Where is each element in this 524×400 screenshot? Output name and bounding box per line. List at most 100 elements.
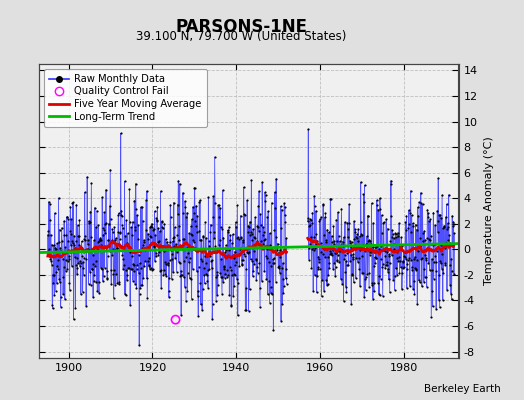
Point xyxy=(180,284,189,290)
Point xyxy=(430,276,438,282)
Point xyxy=(359,191,368,197)
Point xyxy=(180,236,189,242)
Point xyxy=(403,257,412,263)
Point xyxy=(92,279,101,286)
Point xyxy=(267,262,276,269)
Point xyxy=(390,235,398,241)
Point xyxy=(362,240,370,247)
Point xyxy=(169,269,177,276)
Point xyxy=(409,222,418,229)
Point xyxy=(236,246,244,252)
Point xyxy=(435,304,444,311)
Point xyxy=(221,249,230,255)
Point xyxy=(346,238,354,244)
Point xyxy=(137,245,146,252)
Point xyxy=(307,265,315,271)
Point xyxy=(410,256,418,262)
Point xyxy=(257,222,265,228)
Point xyxy=(62,268,70,274)
Point xyxy=(387,177,395,184)
Point xyxy=(258,278,266,284)
Point xyxy=(280,200,288,206)
Point xyxy=(109,246,117,252)
Point xyxy=(265,300,274,306)
Point xyxy=(88,265,96,272)
Point xyxy=(439,225,447,232)
Point xyxy=(208,265,216,271)
Point xyxy=(136,285,145,291)
Point xyxy=(103,276,111,282)
Point xyxy=(201,271,210,278)
Point xyxy=(389,241,398,247)
Point xyxy=(184,259,193,266)
Point xyxy=(361,276,369,283)
Point xyxy=(97,242,105,248)
Point xyxy=(440,224,448,230)
Point xyxy=(333,258,341,264)
Point xyxy=(311,245,320,251)
Point xyxy=(364,212,372,219)
Point xyxy=(222,247,231,253)
Point xyxy=(433,248,441,254)
Point xyxy=(442,241,451,247)
Point xyxy=(67,216,75,222)
Point xyxy=(420,274,429,280)
Point xyxy=(164,242,172,248)
Point xyxy=(85,218,93,224)
Point xyxy=(433,218,442,224)
Point xyxy=(199,232,208,239)
Point xyxy=(47,258,56,264)
Point xyxy=(174,258,183,265)
Point xyxy=(211,243,220,249)
Point xyxy=(52,268,60,275)
Point xyxy=(50,292,59,298)
Point xyxy=(117,212,125,218)
Point xyxy=(215,202,223,208)
Point xyxy=(310,234,318,240)
Point xyxy=(192,268,201,274)
Point xyxy=(267,200,276,206)
Point xyxy=(425,237,434,243)
Point xyxy=(315,218,324,225)
Point xyxy=(435,212,443,218)
Point xyxy=(54,194,63,201)
Point xyxy=(163,260,172,266)
Point xyxy=(438,192,446,198)
Point xyxy=(329,223,337,230)
Point xyxy=(274,240,282,247)
Point xyxy=(177,312,185,318)
Point xyxy=(175,237,183,244)
Point xyxy=(241,212,249,218)
Point xyxy=(312,230,321,237)
Point xyxy=(213,291,221,298)
Point xyxy=(383,259,391,266)
Point xyxy=(255,260,264,267)
Point xyxy=(233,276,241,282)
Point xyxy=(380,247,389,254)
Point xyxy=(348,271,356,277)
Point xyxy=(270,255,278,261)
Point xyxy=(341,269,350,275)
Point xyxy=(224,272,233,279)
Point xyxy=(149,266,157,272)
Point xyxy=(166,202,174,208)
Point xyxy=(254,203,263,209)
Point xyxy=(354,226,363,232)
Point xyxy=(144,258,152,264)
Point xyxy=(277,225,286,231)
Point xyxy=(414,277,423,284)
Point xyxy=(263,246,271,252)
Point xyxy=(269,327,278,333)
Point xyxy=(277,318,285,324)
Point xyxy=(413,204,422,211)
Point xyxy=(63,266,71,272)
Point xyxy=(381,252,390,259)
Point xyxy=(304,215,312,221)
Point xyxy=(188,232,196,238)
Point xyxy=(374,279,382,286)
Point xyxy=(442,201,451,207)
Point xyxy=(308,220,316,226)
Point xyxy=(180,274,188,281)
Point xyxy=(429,209,438,216)
Point xyxy=(304,245,313,252)
